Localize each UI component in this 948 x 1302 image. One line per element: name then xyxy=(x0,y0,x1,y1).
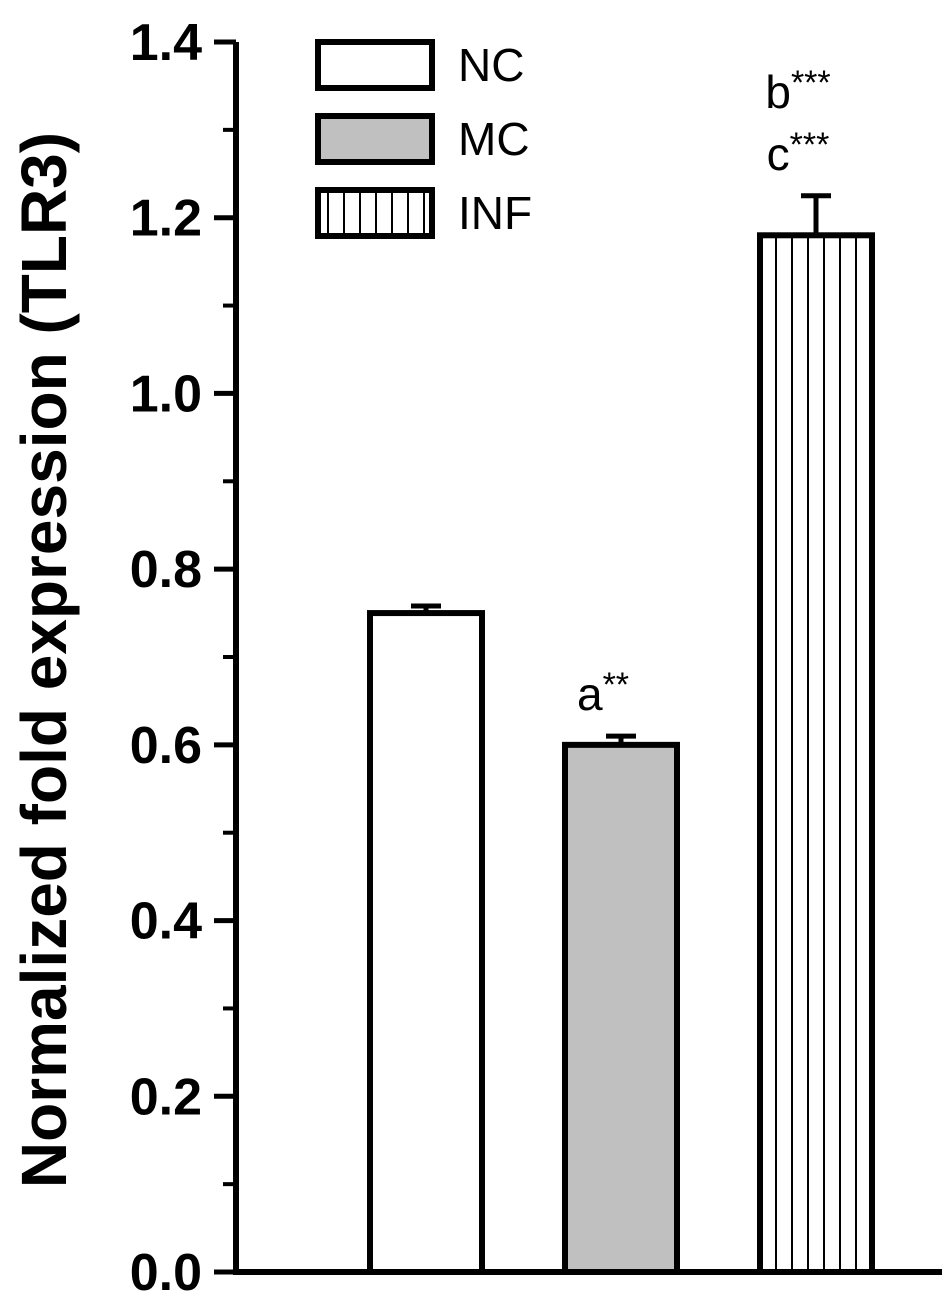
significance-annotations: a**b***c*** xyxy=(577,64,831,720)
annotation-letter: b xyxy=(765,66,791,118)
y-tick-label: 0.2 xyxy=(130,1068,202,1126)
legend-label-nc: NC xyxy=(458,39,524,91)
y-tick-label: 0.0 xyxy=(130,1244,202,1302)
annotation-stars: ** xyxy=(603,666,629,704)
annotation-letter: a xyxy=(577,668,603,720)
y-tick-label: 1.0 xyxy=(130,365,202,423)
y-tick-label: 0.6 xyxy=(130,717,202,775)
y-tick-label: 0.4 xyxy=(130,893,202,951)
bar-mc xyxy=(562,741,680,1275)
y-tick-label: 0.8 xyxy=(130,541,202,599)
y-axis-title: Normalized fold expression (TLR3) xyxy=(8,132,80,1188)
annotation-stars: *** xyxy=(791,64,831,102)
y-axis: 0.0 0.2 0.4 0.6 0.8 1.0 1.2 1.4 xyxy=(130,14,239,1302)
annotation-c: c*** xyxy=(767,126,830,180)
legend-swatch-inf xyxy=(315,187,435,239)
legend: NC MC INF xyxy=(315,39,532,239)
bar-nc xyxy=(367,610,485,1275)
bars xyxy=(367,232,875,1275)
y-tick-label: 1.2 xyxy=(130,190,202,248)
annotation-stars: *** xyxy=(790,126,830,164)
error-bars xyxy=(411,193,831,745)
legend-label-inf: INF xyxy=(458,187,532,239)
y-tick-label: 1.4 xyxy=(130,14,202,72)
annotation-b: b*** xyxy=(765,64,830,118)
legend-label-mc: MC xyxy=(458,113,530,165)
y-axis-title-group: Normalized fold expression (TLR3) xyxy=(8,132,80,1188)
legend-swatch-nc xyxy=(315,39,435,91)
annotation-a: a** xyxy=(577,666,629,720)
bar-inf xyxy=(757,232,875,1275)
annotation-letter: c xyxy=(767,128,790,180)
legend-swatch-mc xyxy=(315,113,435,165)
